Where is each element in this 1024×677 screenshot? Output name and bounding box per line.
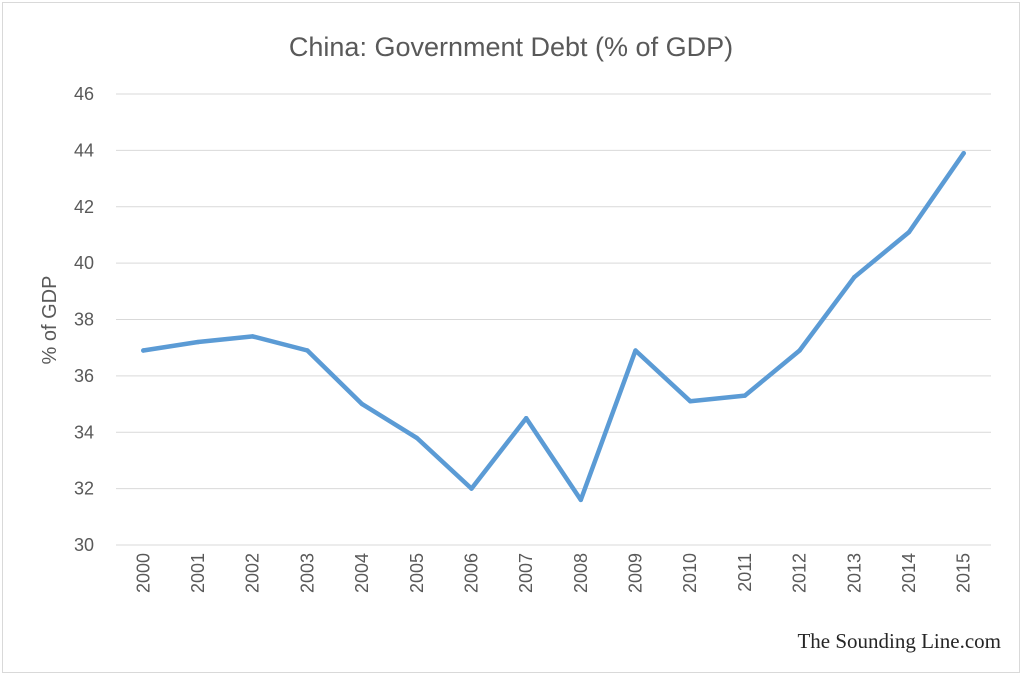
x-tick-label: 2002 (243, 553, 263, 593)
y-axis-label: % of GDP (39, 276, 61, 365)
source-credit: The Sounding Line.com (797, 629, 1001, 653)
y-tick-label: 38 (74, 310, 94, 330)
y-axis-ticks: 30 32 34 36 38 40 42 44 46 (74, 84, 94, 555)
x-tick-label: 2004 (352, 553, 372, 593)
x-tick-label: 2003 (297, 553, 317, 593)
data-point (688, 399, 693, 404)
x-tick-label: 2000 (133, 553, 153, 593)
x-tick-label: 2006 (461, 553, 481, 593)
data-point (195, 339, 201, 345)
data-point (414, 435, 419, 441)
y-tick-label: 46 (74, 84, 94, 104)
x-tick-label: 2010 (680, 553, 700, 593)
x-tick-label: 2007 (516, 553, 536, 593)
y-tick-label: 34 (74, 422, 94, 442)
data-point (523, 415, 529, 421)
data-point (852, 275, 857, 280)
y-tick-label: 36 (74, 366, 94, 386)
series-layer (141, 150, 966, 503)
data-point (141, 348, 146, 353)
x-tick-label: 2008 (571, 553, 591, 593)
x-tick-label: 2012 (790, 553, 810, 593)
data-point (305, 348, 310, 353)
y-tick-label: 42 (74, 197, 94, 217)
y-tick-label: 32 (74, 479, 94, 499)
y-tick-label: 40 (74, 253, 94, 273)
x-tick-label: 2015 (954, 553, 974, 593)
series-line (141, 150, 966, 503)
data-point (469, 486, 474, 491)
x-tick-label: 2005 (407, 553, 427, 593)
x-tick-label: 2011 (735, 553, 755, 592)
data-point (250, 334, 255, 339)
x-tick-label: 2009 (626, 553, 646, 593)
data-point (742, 393, 748, 398)
data-point (578, 497, 584, 503)
gridlines (116, 93, 991, 546)
data-point (633, 348, 638, 353)
x-axis-ticks: 2000 2001 2002 2003 2004 2005 2006 2007 2008 2009… (133, 553, 973, 593)
data-point (359, 401, 365, 407)
data-point (961, 150, 966, 156)
y-tick-label: 30 (74, 535, 94, 555)
x-tick-label: 2014 (899, 553, 919, 593)
chart-title: China: Government Debt (% of GDP) (289, 32, 733, 62)
x-tick-label: 2001 (188, 553, 208, 593)
y-tick-label: 44 (74, 140, 94, 160)
x-tick-label: 2013 (844, 553, 864, 593)
data-point (906, 229, 912, 235)
data-point (797, 348, 802, 353)
